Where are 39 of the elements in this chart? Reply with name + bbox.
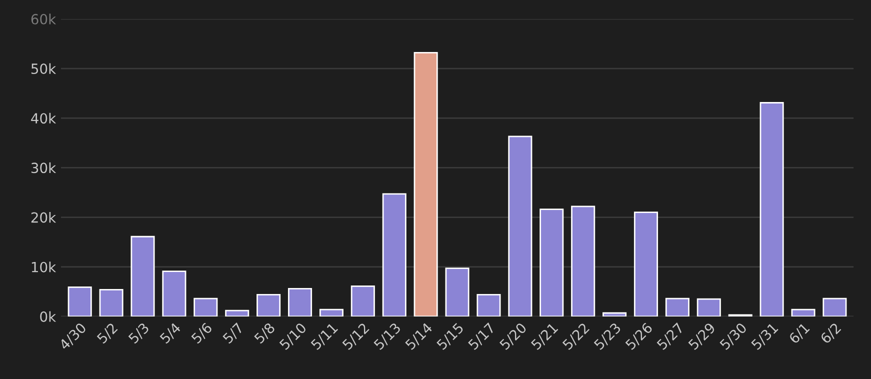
y-tick-label: 30k (31, 162, 56, 174)
y-tick-label: 50k (31, 63, 56, 74)
bar (508, 136, 532, 316)
bar (476, 294, 501, 316)
bar (571, 206, 596, 316)
bar (602, 312, 627, 316)
bar (696, 298, 721, 316)
x-tick-label: 5/3 (128, 322, 150, 345)
bar (350, 286, 375, 316)
x-tick-label: 5/2 (96, 322, 119, 345)
bar (791, 308, 816, 316)
bar (445, 268, 470, 316)
bar (99, 288, 124, 316)
bar (540, 208, 564, 316)
x-tick-label: 6/1 (788, 322, 811, 345)
y-tick-label: 0k (40, 311, 56, 322)
x-tick-label: 5/7 (222, 322, 245, 345)
bar (162, 270, 186, 316)
x-tick-label: 5/6 (190, 322, 214, 345)
y-tick-label: 20k (31, 212, 56, 223)
bar (225, 310, 250, 316)
bar (414, 52, 438, 316)
x-tick-label: 6/2 (820, 322, 842, 345)
bar (382, 193, 406, 316)
bar (256, 294, 281, 316)
x-tick-label: 5/8 (254, 322, 276, 345)
y-tick-label: 60k (31, 14, 56, 24)
y-tick-label: 40k (31, 112, 56, 124)
bar (822, 298, 847, 316)
bar (288, 288, 312, 316)
y-tick-label: 10k (32, 262, 56, 272)
x-tick-label: 5/4 (159, 322, 182, 345)
bar (665, 298, 690, 316)
bar (194, 298, 218, 316)
bar (760, 102, 784, 316)
bar (130, 236, 155, 316)
bar (319, 308, 344, 316)
bar (634, 212, 658, 316)
bar (68, 286, 92, 316)
